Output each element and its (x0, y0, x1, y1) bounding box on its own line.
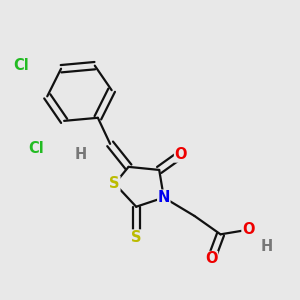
Text: O: O (205, 251, 218, 266)
Text: N: N (158, 190, 170, 205)
Text: O: O (242, 222, 254, 237)
Text: S: S (110, 176, 120, 191)
Text: Cl: Cl (13, 58, 29, 73)
Text: S: S (131, 230, 141, 245)
Text: H: H (260, 239, 273, 254)
Text: Cl: Cl (28, 141, 44, 156)
Text: H: H (75, 147, 87, 162)
Text: O: O (174, 147, 187, 162)
